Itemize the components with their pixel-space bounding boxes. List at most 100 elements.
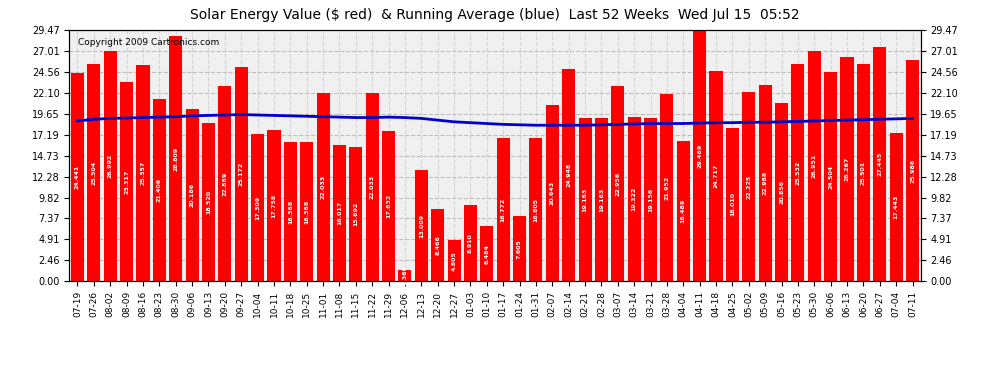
Bar <box>578 118 592 281</box>
Text: 25.357: 25.357 <box>141 161 146 185</box>
Bar <box>202 123 215 281</box>
Bar <box>415 170 428 281</box>
Bar <box>545 105 559 281</box>
Text: 24.441: 24.441 <box>75 165 80 189</box>
Text: 22.956: 22.956 <box>616 171 621 195</box>
Bar <box>120 82 134 281</box>
Text: 21.406: 21.406 <box>156 178 161 202</box>
Text: 16.489: 16.489 <box>681 199 686 223</box>
Bar <box>660 94 673 281</box>
Bar <box>644 118 657 281</box>
Text: 22.988: 22.988 <box>762 171 767 195</box>
Bar <box>137 65 149 281</box>
Text: 20.643: 20.643 <box>549 181 554 206</box>
Text: 24.717: 24.717 <box>714 164 719 188</box>
Text: 13.009: 13.009 <box>419 214 424 238</box>
Bar <box>284 142 297 281</box>
Bar <box>808 51 821 281</box>
Bar <box>677 141 690 281</box>
Bar <box>562 69 575 281</box>
Text: 16.017: 16.017 <box>337 201 342 225</box>
Bar <box>382 131 395 281</box>
Bar <box>235 67 248 281</box>
Bar <box>169 36 182 281</box>
Bar <box>185 109 199 281</box>
Bar <box>349 147 362 281</box>
Text: 28.809: 28.809 <box>173 146 178 171</box>
Text: 26.267: 26.267 <box>844 157 849 182</box>
Bar <box>300 142 313 281</box>
Text: 8.466: 8.466 <box>436 235 441 255</box>
Text: 17.309: 17.309 <box>255 195 260 219</box>
Text: 25.172: 25.172 <box>239 162 244 186</box>
Bar <box>497 138 510 281</box>
Text: 8.910: 8.910 <box>468 233 473 253</box>
Bar <box>267 130 280 281</box>
Text: 19.163: 19.163 <box>582 188 587 211</box>
Text: 25.504: 25.504 <box>91 160 96 184</box>
Bar <box>447 240 460 281</box>
Bar <box>628 117 641 281</box>
Bar <box>464 205 477 281</box>
Bar <box>71 73 84 281</box>
Text: 16.368: 16.368 <box>288 200 293 223</box>
Bar <box>791 64 805 281</box>
Bar <box>152 99 166 281</box>
Bar <box>595 118 608 281</box>
Text: 22.225: 22.225 <box>746 174 751 199</box>
Text: Copyright 2009 Cartronics.com: Copyright 2009 Cartronics.com <box>78 38 219 46</box>
Text: 22.889: 22.889 <box>223 171 228 196</box>
Bar <box>726 128 739 281</box>
Bar <box>365 93 379 281</box>
Text: 7.605: 7.605 <box>517 239 522 259</box>
Text: 19.322: 19.322 <box>632 187 637 211</box>
Text: 26.951: 26.951 <box>812 154 817 178</box>
Bar <box>513 216 526 281</box>
Bar <box>758 85 772 281</box>
Text: 15.692: 15.692 <box>353 202 358 226</box>
Text: 25.986: 25.986 <box>910 158 915 183</box>
Bar <box>104 51 117 281</box>
Text: 19.163: 19.163 <box>599 188 604 211</box>
Text: 25.501: 25.501 <box>861 160 866 184</box>
Text: 25.532: 25.532 <box>795 160 800 184</box>
Text: 24.504: 24.504 <box>829 165 834 189</box>
Bar <box>775 104 788 281</box>
Bar <box>398 270 412 281</box>
Text: 22.033: 22.033 <box>321 175 326 200</box>
Text: 23.317: 23.317 <box>124 170 129 194</box>
Text: 18.520: 18.520 <box>206 190 211 214</box>
Bar <box>219 86 232 281</box>
Text: 22.033: 22.033 <box>369 175 374 200</box>
Text: 27.445: 27.445 <box>877 152 882 176</box>
Bar <box>710 70 723 281</box>
Text: 26.992: 26.992 <box>108 154 113 178</box>
Bar <box>480 226 493 281</box>
Bar <box>333 145 346 281</box>
Bar <box>317 93 330 281</box>
Text: 6.484: 6.484 <box>484 244 489 264</box>
Text: 20.186: 20.186 <box>190 183 195 207</box>
Text: 1.369: 1.369 <box>403 266 408 285</box>
Text: 29.469: 29.469 <box>697 144 702 168</box>
Bar <box>530 138 543 281</box>
Bar <box>906 60 919 281</box>
Text: 17.632: 17.632 <box>386 194 391 218</box>
Text: 19.156: 19.156 <box>648 188 653 212</box>
Text: 17.758: 17.758 <box>271 194 276 217</box>
Bar <box>432 209 445 281</box>
Text: 16.368: 16.368 <box>304 200 309 223</box>
Bar <box>841 57 853 281</box>
Bar <box>611 86 625 281</box>
Text: 17.443: 17.443 <box>894 195 899 219</box>
Text: 20.856: 20.856 <box>779 180 784 204</box>
Text: 16.805: 16.805 <box>534 198 539 222</box>
Bar <box>857 64 870 281</box>
Text: 21.952: 21.952 <box>664 176 669 200</box>
Bar <box>824 72 838 281</box>
Text: 24.948: 24.948 <box>566 163 571 187</box>
Text: 4.805: 4.805 <box>451 251 456 271</box>
Bar <box>87 64 100 281</box>
Text: 16.772: 16.772 <box>501 198 506 222</box>
Text: 18.010: 18.010 <box>730 192 735 216</box>
